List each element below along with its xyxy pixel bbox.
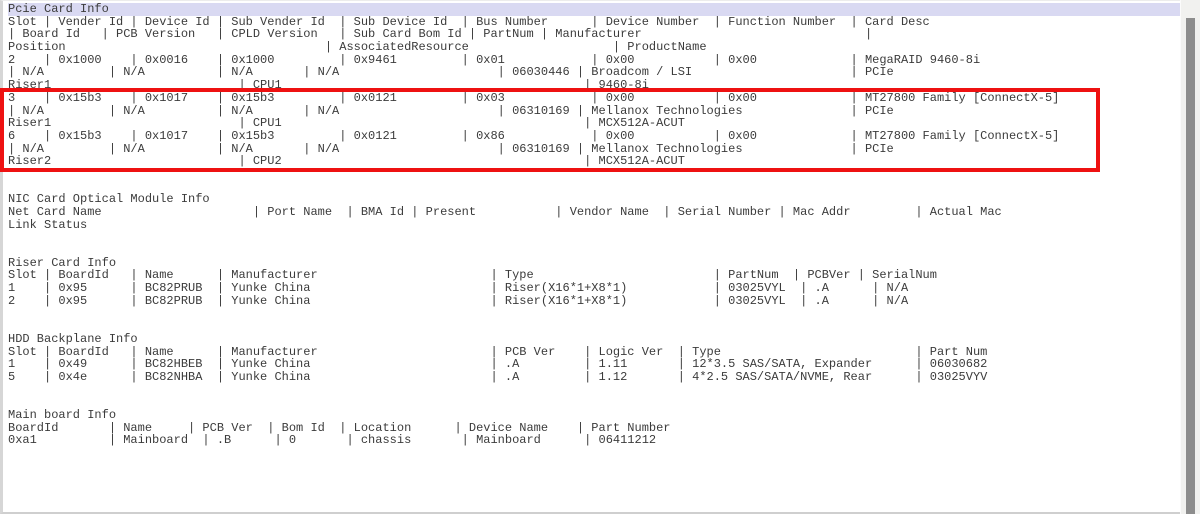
console-line: 0xa1 | Mainboard | .B | 0 | chassis | Ma… [8,433,657,448]
console-line: 1 | 0x49 | BC82HBEB | Yunke China | .A |… [8,357,988,372]
console-line: Slot | Vender Id | Device Id | Sub Vende… [8,14,930,29]
console-line: Slot | BoardId | Name | Manufacturer | T… [8,268,937,283]
section-title-riser: Riser Card Info [8,255,117,270]
section-title-pcie: Pcie Card Info [8,3,1180,16]
console-line: Net Card Name | Port Name | BMA Id | Pre… [8,205,1180,220]
console-line: Riser1 | CPU1 | 9460-8i [8,78,649,93]
console-line: 3 | 0x15b3 | 0x1017 | 0x15b3 | 0x0121 | … [8,90,1060,105]
console-line: BoardId | Name | PCB Ver | Bom Id | Loca… [8,420,671,435]
hdd-backplane-info-section: HDD Backplane Info Slot | BoardId | Name… [8,333,1180,384]
console-line: | N/A | N/A | N/A | N/A | 06030446 | Bro… [8,65,894,80]
console-line: | Board Id | PCB Version | CPLD Version … [8,27,873,42]
nic-optical-module-section: NIC Card Optical Module Info Net Card Na… [8,193,1180,231]
console-line: 1 | 0x95 | BC82PRUB | Yunke China | Rise… [8,281,909,296]
console-line: 6 | 0x15b3 | 0x1017 | 0x15b3 | 0x0121 | … [8,128,1060,143]
main-board-info-section: Main board Info BoardId | Name | PCB Ver… [8,409,1180,447]
console-line: Link Status [8,217,88,232]
riser-card-info-section: Riser Card Info Slot | BoardId | Name | … [8,257,1180,308]
console-line: 5 | 0x4e | BC82NHBA | Yunke China | .A |… [8,369,988,384]
console-line: | N/A | N/A | N/A | N/A | 06310169 | Mel… [8,141,894,156]
section-title-hdd: HDD Backplane Info [8,331,138,346]
section-title-mainboard: Main board Info [8,408,117,423]
vertical-scrollbar[interactable] [1180,0,1200,514]
console-line: 2 | 0x95 | BC82PRUB | Yunke China | Rise… [8,293,909,308]
pcie-card-info-section: Pcie Card Info Slot | Vender Id | Device… [8,3,1180,168]
console-line: 2 | 0x1000 | 0x0016 | 0x1000 | 0x9461 | … [8,52,981,67]
console-line: Slot | BoardId | Name | Manufacturer | P… [8,344,988,359]
section-title-nic: NIC Card Optical Module Info [8,192,210,207]
console-line: Riser1 | CPU1 | MCX512A-ACUT [8,116,685,131]
console-line: | N/A | N/A | N/A | N/A | 06310169 | Mel… [8,103,894,118]
scrollbar-thumb[interactable] [1186,18,1195,514]
console-line: Position | AssociatedResource | ProductN… [8,40,707,55]
console-line: Riser2 | CPU2 | MCX512A-ACUT [8,154,685,169]
